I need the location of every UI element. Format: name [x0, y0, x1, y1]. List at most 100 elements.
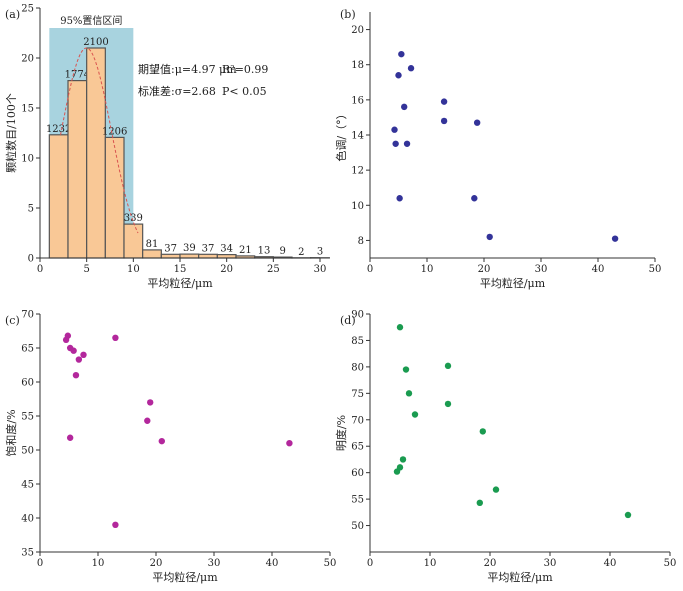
y-tick-label: 65: [351, 442, 364, 453]
scatter-point: [399, 456, 407, 463]
bar-count-label: 1206: [102, 126, 127, 137]
y-tick-label: 50: [351, 521, 364, 532]
scatter-point: [411, 411, 419, 418]
confidence-band-label: 95%置信区间: [60, 14, 122, 27]
y-tick-label: 20: [351, 25, 364, 36]
scatter-point: [147, 399, 154, 406]
x-axis-label: 平均粒径/μm: [480, 276, 546, 290]
x-axis-label: 平均粒径/μm: [152, 570, 218, 584]
x-tick-label: 10: [92, 558, 105, 569]
x-tick-label: 40: [592, 264, 605, 275]
y-tick-label: 90: [351, 310, 364, 321]
bar-count-label: 34: [220, 244, 233, 255]
y-tick-label: 45: [21, 480, 34, 491]
scatter-point: [440, 98, 448, 105]
bar-count-label: 37: [202, 243, 215, 254]
scatter-point: [479, 428, 486, 435]
bar-count-label: 81: [146, 239, 159, 250]
histogram-bar: [123, 223, 144, 259]
y-axis-label: 明度/%: [334, 415, 348, 451]
x-tick-label: 20: [478, 264, 491, 275]
scatter-point: [440, 117, 448, 125]
scatter-point: [64, 332, 72, 339]
panel-label: (d): [340, 314, 356, 327]
scatter-point: [396, 464, 404, 471]
y-tick-label: 16: [351, 95, 364, 106]
histogram-bar: [216, 254, 237, 259]
panel-label: (a): [5, 8, 20, 21]
x-tick-label: 10: [127, 264, 140, 275]
x-axis-label: 平均粒径/μm: [147, 276, 213, 290]
y-tick-label: 50: [21, 446, 34, 457]
x-tick-label: 15: [174, 264, 187, 275]
histogram-bar: [160, 253, 181, 259]
scatter-point: [492, 486, 500, 493]
scatter-point: [72, 372, 80, 379]
y-tick-label: 8: [358, 236, 364, 247]
x-tick-label: 10: [424, 558, 437, 569]
y-tick-label: 80: [351, 362, 364, 373]
x-tick-label: 20: [150, 558, 163, 569]
panel-label: (c): [5, 314, 20, 327]
x-tick-label: 0: [37, 558, 43, 569]
x-axis-label: 平均粒径/μm: [487, 570, 553, 584]
bar-count-label: 1774: [65, 70, 90, 81]
y-tick-label: 60: [21, 378, 34, 389]
stat-r2: R²=0.99: [222, 63, 268, 76]
bar-count-label: 339: [124, 213, 143, 224]
scatter-point: [80, 351, 87, 358]
y-tick-label: 60: [351, 468, 364, 479]
x-tick-label: 30: [314, 264, 327, 275]
bar-count-label: 39: [183, 243, 196, 254]
y-tick-label: 18: [351, 60, 364, 71]
x-tick-label: 5: [83, 264, 89, 275]
bar-count-label: 2100: [83, 37, 108, 48]
y-tick-label: 10: [21, 154, 34, 165]
x-tick-label: 30: [208, 558, 221, 569]
scatter-point: [402, 366, 410, 373]
histogram-bar: [104, 136, 125, 259]
x-tick-label: 30: [535, 264, 548, 275]
y-tick-label: 65: [21, 344, 34, 355]
scatter-point: [158, 437, 165, 445]
scatter-point: [624, 511, 632, 519]
x-tick-label: 50: [649, 264, 662, 275]
x-tick-label: 30: [544, 558, 557, 569]
bar-count-label: 21: [239, 245, 252, 256]
x-tick-label: 0: [367, 264, 373, 275]
scatter-point: [396, 324, 404, 331]
x-tick-label: 0: [37, 264, 43, 275]
scatter-point: [473, 119, 481, 126]
y-tick-label: 12: [351, 166, 364, 177]
stat-sd: 标准差:σ=2.68: [138, 84, 216, 98]
y-tick-label: 25: [21, 4, 34, 15]
y-tick-label: 85: [351, 336, 364, 347]
x-tick-label: 50: [324, 558, 337, 569]
stat-mean: 期望值:μ=4.97 μm: [138, 63, 237, 76]
y-tick-label: 0: [28, 254, 34, 265]
y-tick-label: 10: [351, 201, 364, 212]
scatter-point: [286, 440, 293, 447]
y-tick-label: 55: [21, 412, 34, 423]
histogram-bar: [198, 253, 218, 259]
panel-c: (c) 0 10 20 30 40 50 35 40 45 50 55 60 65 70 平均粒径/μm 饱和度…: [4, 310, 336, 585]
scatter-point: [70, 347, 77, 354]
x-tick-label: 40: [266, 558, 279, 569]
x-tick-label: 25: [267, 264, 280, 275]
histogram-bar: [142, 249, 162, 259]
scatter-point: [395, 72, 402, 79]
y-tick-label: 14: [351, 131, 364, 142]
bar-count-label: 13: [258, 246, 271, 257]
y-axis-label: 颗粒数目/100个: [4, 93, 18, 173]
y-tick-label: 75: [351, 389, 364, 400]
bar-count-label: 37: [164, 243, 177, 254]
y-tick-label: 20: [21, 54, 34, 65]
bar-count-label: 2: [298, 247, 304, 258]
scatter-point: [403, 140, 411, 147]
scatter-point: [75, 356, 83, 363]
x-tick-label: 50: [664, 558, 677, 569]
scatter-point: [405, 390, 413, 397]
scatter-point: [398, 50, 405, 58]
y-axis-label: 色调/（°）: [334, 108, 348, 161]
